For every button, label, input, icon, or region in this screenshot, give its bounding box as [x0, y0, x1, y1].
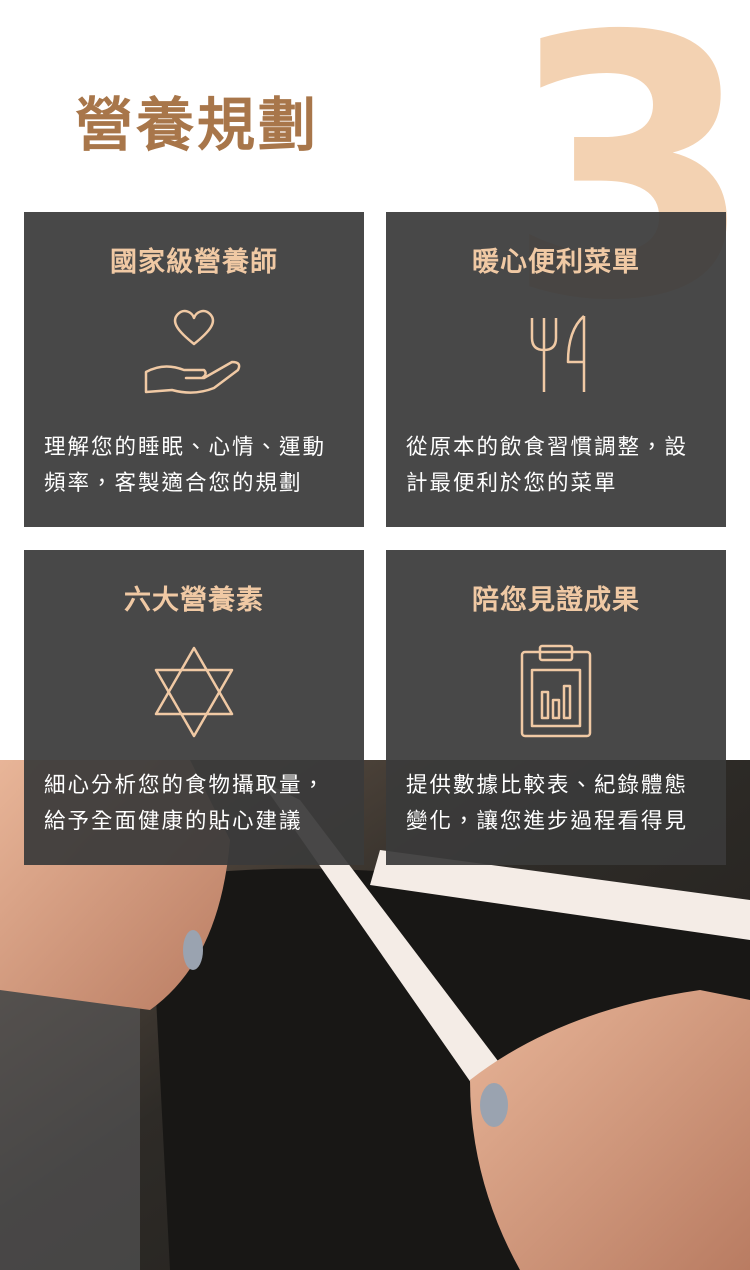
- card-description: 細心分析您的食物攝取量，給予全面健康的貼心建議: [44, 773, 327, 834]
- feature-card: 陪您見證成果 提供數據比較表、紀錄體態變化，讓您進步過程看得見: [386, 550, 726, 865]
- feature-card: 暖心便利菜單 從原本的飲食習慣調整，設計最便利於您的菜單: [386, 212, 726, 527]
- card-title: 國家級營養師: [110, 247, 278, 278]
- icon-clipboard-chart: [520, 644, 592, 738]
- card-description: 提供數據比較表、紀錄體態變化，讓您進步過程看得見: [406, 773, 689, 834]
- page-title: 營養規劃: [75, 91, 320, 159]
- icon-cutlery: [530, 315, 586, 392]
- card-description: 從原本的飲食習慣調整，設計最便利於您的菜單: [406, 435, 689, 496]
- icon-heart-hand: [144, 309, 241, 394]
- feature-card: 國家級營養師 理解您的睡眠、心情、運動頻率，客製適合您的規劃: [24, 212, 364, 527]
- card-title: 六大營養素: [124, 585, 264, 616]
- card-title: 陪您見證成果: [472, 585, 640, 616]
- card-title: 暖心便利菜單: [472, 247, 640, 278]
- feature-card: 六大營養素 細心分析您的食物攝取量，給予全面健康的貼心建議: [24, 550, 364, 865]
- icon-star: [154, 646, 234, 738]
- card-description: 理解您的睡眠、心情、運動頻率，客製適合您的規劃: [44, 435, 327, 496]
